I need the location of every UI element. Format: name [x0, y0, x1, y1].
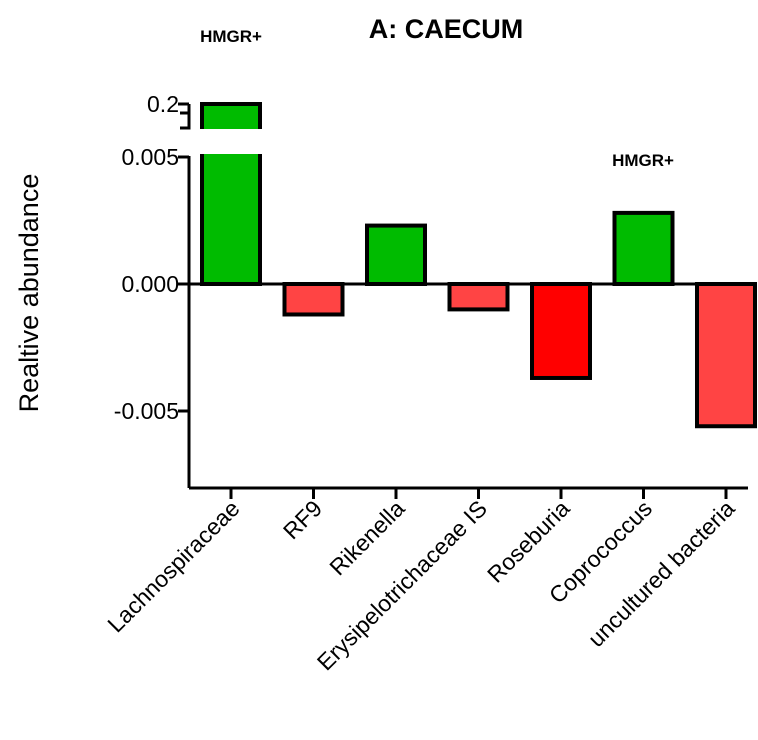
annotation-hmgr-2: HMGR+: [612, 151, 674, 170]
y-ticks-group: 0.2 0.005 0.000 -0.005: [114, 91, 189, 424]
x-category-label: RF9: [278, 495, 327, 544]
bar-coprococcus: [615, 213, 673, 284]
chart-title: A: CAECUM: [369, 14, 524, 44]
axis-break-bracket: [180, 113, 189, 128]
bar-rikenella: [367, 226, 425, 284]
y-tick-label: 0.2: [147, 91, 179, 117]
x-category-label: Erysipelotrichaceae IS: [312, 495, 492, 675]
y-tick-label: -0.005: [114, 398, 179, 424]
x-labels-group: Lachnospiraceae RF9RikenellaErysipelotric…: [102, 488, 739, 675]
bar-uncultured-bacteria: [697, 284, 755, 426]
bar-roseburia: [532, 284, 590, 378]
y-axis-label: Realtive abundance: [14, 174, 44, 413]
y-tick-label: 0.005: [121, 144, 179, 170]
y-tick-label: 0.000: [121, 271, 179, 297]
bar-rf9: [285, 284, 343, 314]
x-category-label: Rikenella: [324, 495, 409, 580]
x-category-label: uncultured bacteria: [583, 495, 740, 652]
x-category-label: Lachnospiraceae: [102, 495, 244, 637]
axis-break-gap: [198, 129, 264, 154]
annotation-hmgr-1: HMGR+: [200, 27, 262, 46]
bar-erysipelotrichaceae-is: [450, 284, 508, 309]
